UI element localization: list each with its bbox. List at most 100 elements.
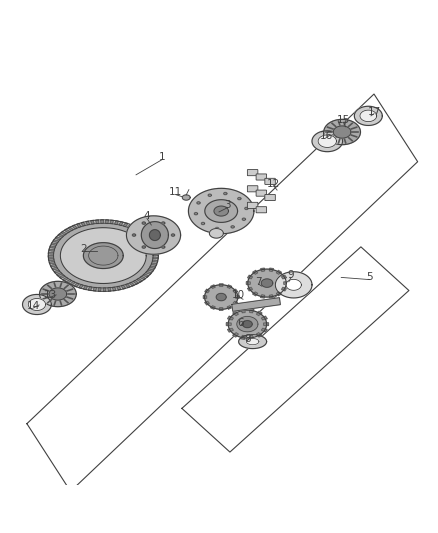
Ellipse shape [354,106,382,125]
Polygon shape [233,302,237,305]
Polygon shape [50,246,56,248]
Polygon shape [48,252,54,254]
Polygon shape [219,308,223,310]
Ellipse shape [228,310,267,338]
Polygon shape [153,257,158,259]
Polygon shape [151,263,157,265]
Ellipse shape [162,246,165,248]
Ellipse shape [242,218,245,220]
Polygon shape [152,247,157,249]
Ellipse shape [216,293,226,301]
Polygon shape [51,243,57,245]
Polygon shape [60,275,65,278]
Polygon shape [143,274,148,277]
Polygon shape [150,266,155,269]
Ellipse shape [149,230,160,240]
FancyBboxPatch shape [265,179,276,184]
Polygon shape [49,259,54,261]
Ellipse shape [238,198,241,200]
Text: 7: 7 [255,277,261,287]
Polygon shape [261,316,267,320]
Polygon shape [79,285,83,288]
FancyBboxPatch shape [256,174,267,180]
Polygon shape [226,323,231,326]
Polygon shape [276,271,281,274]
Polygon shape [233,289,237,293]
Ellipse shape [214,206,228,216]
Polygon shape [133,280,138,284]
Ellipse shape [51,222,155,289]
Ellipse shape [60,228,146,284]
Polygon shape [117,286,121,290]
Text: 2: 2 [80,244,87,254]
Polygon shape [269,295,273,298]
Polygon shape [91,221,94,224]
Polygon shape [86,221,90,225]
Text: 3: 3 [224,200,231,211]
Text: 6: 6 [237,318,244,328]
Ellipse shape [142,222,145,224]
Polygon shape [130,282,134,286]
Polygon shape [149,241,155,244]
Text: 1: 1 [159,152,166,163]
Ellipse shape [237,317,258,332]
Polygon shape [58,234,64,237]
Polygon shape [108,288,111,291]
FancyBboxPatch shape [256,207,267,213]
Text: 8: 8 [244,334,251,344]
Polygon shape [247,287,253,291]
Ellipse shape [215,228,219,230]
Polygon shape [81,222,85,226]
FancyBboxPatch shape [247,169,258,176]
Polygon shape [83,286,88,289]
Polygon shape [137,278,142,282]
Polygon shape [103,288,106,292]
Polygon shape [147,238,152,241]
Polygon shape [264,323,268,326]
Polygon shape [152,260,158,262]
Polygon shape [61,231,67,235]
Polygon shape [236,296,239,298]
Ellipse shape [127,216,180,254]
Polygon shape [203,296,207,298]
Ellipse shape [182,195,190,200]
Polygon shape [110,220,113,224]
Polygon shape [140,276,145,280]
Polygon shape [256,333,262,337]
Ellipse shape [83,243,123,269]
Polygon shape [233,311,238,316]
Polygon shape [115,221,118,224]
Polygon shape [145,236,150,239]
Polygon shape [113,287,116,290]
Polygon shape [145,271,152,274]
Ellipse shape [197,202,200,204]
Text: 13: 13 [44,290,57,300]
Ellipse shape [171,234,175,236]
Polygon shape [205,289,209,293]
Polygon shape [241,335,245,340]
Ellipse shape [194,213,198,215]
Polygon shape [138,230,144,234]
Polygon shape [227,306,232,309]
Polygon shape [151,244,156,247]
Ellipse shape [324,119,360,144]
Polygon shape [57,272,62,276]
Text: 9: 9 [288,270,294,280]
Polygon shape [48,256,53,257]
Text: 4: 4 [144,211,150,221]
Ellipse shape [49,288,67,300]
FancyBboxPatch shape [247,203,258,208]
Ellipse shape [248,269,286,297]
Ellipse shape [141,222,168,248]
Polygon shape [261,268,265,271]
Ellipse shape [209,229,223,238]
Polygon shape [77,223,81,227]
Ellipse shape [246,338,259,345]
Polygon shape [256,311,262,316]
Polygon shape [119,222,123,225]
Polygon shape [68,227,73,231]
FancyBboxPatch shape [247,185,258,192]
Polygon shape [282,287,286,291]
Ellipse shape [205,285,238,309]
Text: 14: 14 [27,301,40,311]
